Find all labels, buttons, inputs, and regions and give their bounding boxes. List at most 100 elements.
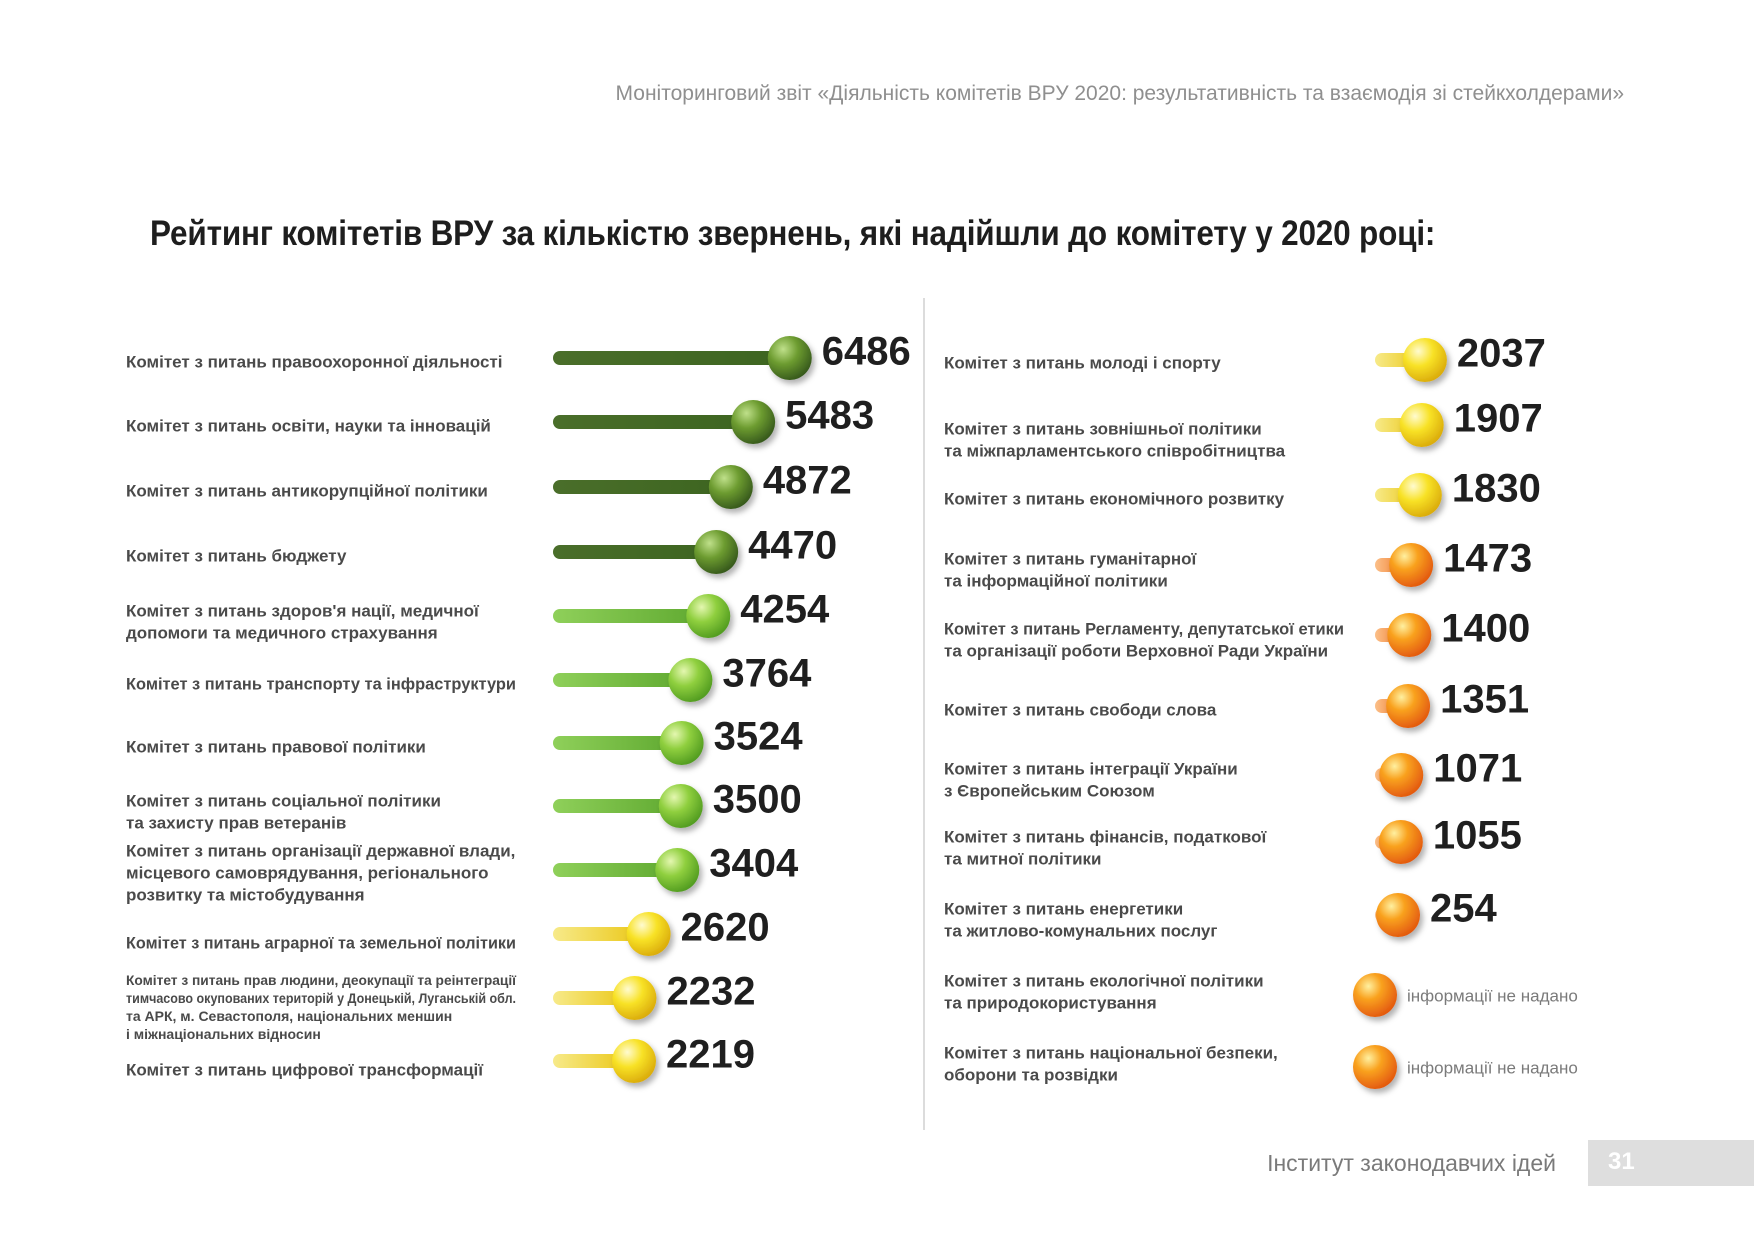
category-label: Комітет з питань інтеграції України xyxy=(944,760,1238,779)
right-row: Комітет з питань гуманітарної та інформац… xyxy=(944,537,1532,591)
category-label: Комітет з питань фінансів, податкової xyxy=(944,828,1267,847)
right-row: Комітет з питань зовнішньої політики та м… xyxy=(944,397,1543,461)
value-marker xyxy=(767,336,812,380)
column-divider xyxy=(923,298,925,1130)
value-label: 2620 xyxy=(681,906,770,950)
value-marker xyxy=(708,465,753,509)
category-label: та митної політики xyxy=(944,850,1102,869)
value-marker xyxy=(1378,820,1423,864)
value-label: 3404 xyxy=(709,842,799,886)
value-label: 1907 xyxy=(1454,397,1543,441)
value-marker xyxy=(668,658,713,702)
value-marker xyxy=(694,530,739,574)
value-label: інформації не надано xyxy=(1407,986,1578,1005)
value-marker xyxy=(1397,473,1442,517)
value-marker xyxy=(611,1039,656,1083)
right-row: Комітет з питань економічного розвитку 18… xyxy=(944,467,1541,517)
category-label: Комітет з питань зовнішньої політики xyxy=(944,420,1262,439)
value-marker xyxy=(655,848,700,892)
category-label: Комітет з питань освіти, науки та іннова… xyxy=(126,417,491,436)
value-label: 3764 xyxy=(722,652,812,696)
left-row: Комітет з питань правоохоронної діяльнос… xyxy=(126,330,911,380)
category-label: Комітет з питань транспорту та інфрастру… xyxy=(126,675,516,694)
left-row: Комітет з питань правової політики 3524 xyxy=(126,715,803,765)
left-row: Комітет з питань аграрної та земельної п… xyxy=(126,906,770,956)
category-label: Комітет з питань аграрної та земельної п… xyxy=(126,934,516,953)
category-label: розвитку та містобудування xyxy=(126,886,365,905)
category-label: Комітет з питань соціальної політики xyxy=(126,792,441,811)
category-label: місцевого самоврядування, регіонального xyxy=(126,864,489,883)
category-label: та АРК, м. Севастополя, національних мен… xyxy=(126,1008,452,1024)
value-marker xyxy=(658,784,703,828)
category-label: Комітет з питань цифрової трансформації xyxy=(126,1061,484,1080)
value-label: 1071 xyxy=(1433,747,1522,791)
value-label: 1830 xyxy=(1452,467,1541,511)
left-row: Комітет з питань цифрової трансформації 2… xyxy=(126,1033,755,1083)
value-label: 3524 xyxy=(714,715,804,759)
left-row: Комітет з питань транспорту та інфрастру… xyxy=(126,652,812,702)
category-label: Комітет з питань організації державної в… xyxy=(126,842,515,861)
value-label: 4470 xyxy=(748,524,837,568)
value-bar xyxy=(553,609,709,623)
category-label: з Європейським Союзом xyxy=(944,782,1155,801)
category-label: тимчасово окупованих територій у Донецьк… xyxy=(126,990,516,1006)
value-label: 1055 xyxy=(1433,814,1522,858)
value-marker xyxy=(612,976,657,1020)
value-bar xyxy=(553,415,754,429)
category-label: оборони та розвідки xyxy=(944,1066,1118,1085)
value-marker xyxy=(1376,893,1420,937)
page-number-box: 31 xyxy=(1588,1140,1754,1186)
right-row: Комітет з питань національної безпеки, об… xyxy=(944,1044,1578,1089)
left-row: Комітет з питань організації державної в… xyxy=(126,842,799,905)
left-row: Комітет з питань антикорупційної політик… xyxy=(126,459,852,509)
right-row: Комітет з питань Регламенту, депутатсько… xyxy=(944,607,1530,661)
category-label: Комітет з питань правової політики xyxy=(126,738,426,757)
category-label: Комітет з питань бюджету xyxy=(126,547,347,566)
right-row: Комітет з питань екологічної політики та … xyxy=(944,972,1578,1017)
right-row: Комітет з питань енергетики та житлово-ко… xyxy=(944,887,1497,941)
value-marker xyxy=(1379,753,1424,797)
value-marker xyxy=(659,721,704,765)
value-bar xyxy=(553,351,790,365)
value-bar xyxy=(553,480,731,494)
left-row: Комітет з питань освіти, науки та іннова… xyxy=(126,394,874,444)
category-label: допомоги та медичного страхування xyxy=(126,624,438,643)
category-label: та природокористування xyxy=(944,994,1157,1013)
left-row: Комітет з питань здоров'я нації, медично… xyxy=(126,588,830,643)
value-marker xyxy=(1353,973,1397,1017)
value-label: 6486 xyxy=(822,330,911,374)
value-label: 254 xyxy=(1430,887,1497,931)
category-label: Комітет з питань національної безпеки, xyxy=(944,1044,1278,1063)
value-bar xyxy=(553,545,717,559)
value-marker xyxy=(731,400,776,444)
category-label: Комітет з питань екологічної політики xyxy=(944,972,1264,991)
report-header: Моніторинговий звіт «Діяльність комітеті… xyxy=(615,82,1624,105)
institute-name: Інститут законодавчих ідей xyxy=(1267,1150,1556,1176)
right-row: Комітет з питань молоді і спорту 2037 xyxy=(944,332,1546,382)
right-row: Комітет з питань інтеграції України з Євр… xyxy=(944,747,1522,801)
category-label: Комітет з питань Регламенту, депутатсько… xyxy=(944,620,1344,639)
page-number: 31 xyxy=(1608,1148,1635,1175)
value-label: інформації не надано xyxy=(1407,1058,1578,1077)
chart-title: Рейтинг комітетів ВРУ за кількістю зверн… xyxy=(150,214,1436,253)
right-row: Комітет з питань фінансів, податкової та … xyxy=(944,814,1522,869)
category-label: Комітет з питань правоохоронної діяльнос… xyxy=(126,353,502,372)
category-label: Комітет з питань здоров'я нації, медично… xyxy=(126,602,480,621)
value-label: 2232 xyxy=(666,970,755,1014)
value-label: 2219 xyxy=(666,1033,755,1077)
category-label: та захисту прав ветеранів xyxy=(126,814,346,833)
value-label: 4254 xyxy=(740,588,830,632)
value-marker xyxy=(1402,338,1447,382)
value-marker xyxy=(1353,1045,1397,1089)
category-label: Комітет з питань антикорупційної політик… xyxy=(126,482,488,501)
value-label: 2037 xyxy=(1457,332,1546,376)
left-row: Комітет з питань бюджету 4470 xyxy=(126,524,837,574)
category-label: Комітет з питань економічного розвитку xyxy=(944,490,1285,509)
value-bar xyxy=(553,736,682,750)
category-label: та інформаційної політики xyxy=(944,572,1168,591)
value-bar xyxy=(553,927,649,941)
right-row: Комітет з питань свободи слова 1351 xyxy=(944,678,1529,728)
value-marker xyxy=(626,912,671,956)
value-marker xyxy=(1389,543,1434,587)
